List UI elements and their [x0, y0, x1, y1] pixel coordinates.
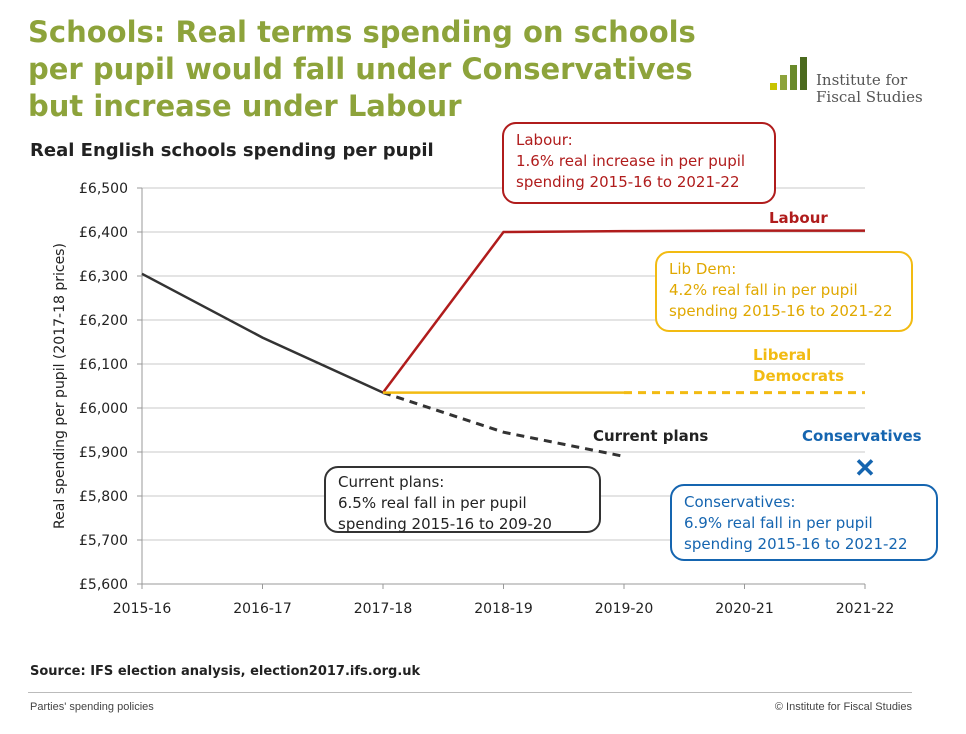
- logo-bar-2: [780, 75, 787, 90]
- logo-line-1: Institute for: [816, 71, 908, 89]
- callout-libdem-line-3: spending 2015-16 to 2021-22: [669, 302, 893, 320]
- page-title: Schools: Real terms spending on schools …: [28, 15, 696, 123]
- x-tick-label: 2016-17: [233, 601, 292, 617]
- callout-con-line-3: spending 2015-16 to 2021-22: [684, 535, 908, 553]
- x-tick-label: 2018-19: [474, 601, 533, 617]
- callout-labour-line-3: spending 2015-16 to 2021-22: [516, 173, 740, 191]
- footer-left: Parties' spending policies: [30, 701, 154, 713]
- series-line-labour: [382, 229, 865, 394]
- callout-labour: Labour: 1.6% real increase in per pupil …: [502, 122, 776, 204]
- callout-con-line-1: Conservatives:: [684, 493, 796, 511]
- callout-labour-line-2: 1.6% real increase in per pupil: [516, 152, 746, 170]
- callout-labour-line-1: Labour:: [516, 131, 573, 149]
- y-tick-label: £6,200: [79, 313, 128, 329]
- marker-stroke: [856, 459, 874, 476]
- label-labour: Labour: [769, 209, 828, 227]
- callout-current-line-1: Current plans:: [338, 473, 445, 491]
- chart-axes: £5,600 £5,700 £5,800 £5,900 £6,000 £6,100 £6,2…: [52, 181, 894, 617]
- y-axis-label: Real spending per pupil (2017-18 prices): [52, 243, 68, 529]
- y-tick-label: £5,900: [79, 445, 128, 461]
- callout-current-plans: Current plans: 6.5% real fall in per pup…: [324, 466, 601, 533]
- label-conservatives: Conservatives: [802, 427, 922, 445]
- callout-libdem-line-1: Lib Dem:: [669, 260, 737, 278]
- callout-current-line-3: spending 2015-16 to 209-20: [338, 515, 552, 533]
- y-tick-label: £6,000: [79, 401, 128, 417]
- conservatives-marker: [856, 459, 874, 476]
- chart-subtitle: Real English schools spending per pupil: [30, 140, 434, 161]
- footer-right: © Institute for Fiscal Studies: [774, 701, 912, 713]
- source-note: Source: IFS election analysis, election2…: [30, 664, 421, 679]
- y-tick-label: £5,800: [79, 489, 128, 505]
- y-tick-label: £6,400: [79, 225, 128, 241]
- x-tick-label: 2019-20: [595, 601, 654, 617]
- x-tick-label: 2020-21: [715, 601, 774, 617]
- label-libdem-1: Liberal: [753, 346, 811, 364]
- callout-con-line-2: 6.9% real fall in per pupil: [684, 514, 873, 532]
- ifs-logo-icon: [770, 57, 807, 90]
- x-tick-label: 2015-16: [113, 601, 172, 617]
- label-libdem-2: Democrats: [753, 367, 844, 385]
- chart-series: [141, 229, 874, 476]
- callout-libdem-line-2: 4.2% real fall in per pupil: [669, 281, 858, 299]
- callout-current-line-2: 6.5% real fall in per pupil: [338, 494, 527, 512]
- x-tick-label: 2017-18: [354, 601, 413, 617]
- x-tick-label: 2021-22: [836, 601, 895, 617]
- y-tick-label: £5,700: [79, 533, 128, 549]
- chart-labels: Labour Liberal Democrats Current plans Conse…: [593, 209, 922, 445]
- y-tick-label: £6,500: [79, 181, 128, 197]
- y-tick-label: £5,600: [79, 577, 128, 593]
- logo-bar-4: [800, 57, 807, 90]
- series-line-dashed: [382, 391, 625, 458]
- callout-libdem: Lib Dem: 4.2% real fall in per pupil spe…: [655, 251, 913, 332]
- footer-divider: [28, 692, 912, 693]
- logo-bar-1: [770, 83, 777, 90]
- y-tick-label: £6,300: [79, 269, 128, 285]
- logo-bar-3: [790, 65, 797, 90]
- series-line-current-plans: [141, 272, 384, 394]
- callout-conservatives: Conservatives: 6.9% real fall in per pup…: [670, 484, 938, 561]
- label-current-plans: Current plans: [593, 427, 708, 445]
- logo-line-2: Fiscal Studies: [816, 88, 923, 106]
- logo-text: Institute for Fiscal Studies: [816, 72, 923, 106]
- y-tick-label: £6,100: [79, 357, 128, 373]
